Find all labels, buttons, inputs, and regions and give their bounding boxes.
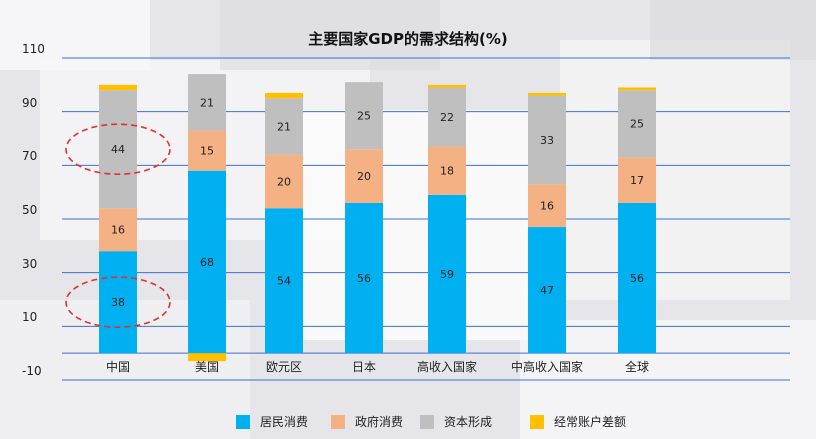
data-label: 54 <box>277 275 291 288</box>
data-label: 56 <box>357 272 371 285</box>
x-tick-label: 中高收入国家 <box>510 360 583 374</box>
data-label: 22 <box>440 111 454 124</box>
bar-segment <box>528 227 566 354</box>
x-tick-label: 美国 <box>194 360 219 374</box>
data-label: 16 <box>111 224 125 237</box>
bar-segment <box>528 95 566 185</box>
data-label: 44 <box>111 143 125 156</box>
data-label: 20 <box>277 175 291 188</box>
bar-segment <box>428 146 466 195</box>
data-label: 59 <box>440 268 454 281</box>
y-tick-label: 50 <box>22 203 38 217</box>
bar-segment <box>345 149 383 203</box>
legend-item: 经常账户差额 <box>530 413 626 430</box>
x-tick-label: 日本 <box>351 360 376 374</box>
legend-swatch <box>331 414 345 429</box>
x-tick-label: 高收入国家 <box>416 360 477 374</box>
bar-segment <box>99 208 137 252</box>
bar-segment <box>188 130 226 171</box>
data-label: 21 <box>200 96 214 109</box>
bar-segment <box>99 84 137 91</box>
bar-segment <box>99 251 137 354</box>
y-tick-label: 70 <box>22 149 38 164</box>
bar-segment <box>265 92 303 99</box>
bar-segment <box>528 92 566 96</box>
data-labels: 38 16 44 68 15 21 54 20 21 56 20 25 59 18 22 47 16 33 56 17… <box>111 96 644 309</box>
data-label: 25 <box>630 118 644 131</box>
data-label: 18 <box>440 165 454 178</box>
data-label: 21 <box>277 120 291 133</box>
bar-segment <box>345 202 383 354</box>
x-tick-label: 全球 <box>624 360 649 374</box>
bar-segment <box>265 154 303 209</box>
legend-item: 居民消费 <box>236 413 308 430</box>
legend-item: 资本形成 <box>420 413 492 430</box>
bar-segment <box>618 157 656 203</box>
x-tick-label: 欧元区 <box>265 360 302 374</box>
bar-segment <box>618 202 656 354</box>
bar-segment <box>188 74 226 131</box>
legend-swatch <box>420 414 434 429</box>
annotations <box>65 123 171 328</box>
annotation-ellipse <box>65 276 171 328</box>
data-label: 25 <box>357 110 371 123</box>
legend-label: 资本形成 <box>444 415 493 429</box>
annotation-ellipse <box>65 123 171 176</box>
data-label: 33 <box>540 134 554 147</box>
bar-segment <box>428 194 466 354</box>
bar-segment <box>618 90 656 158</box>
y-tick-label: 10 <box>22 310 38 325</box>
bar-segment <box>265 98 303 155</box>
bar-segment <box>345 82 383 150</box>
legend: 居民消费 政府消费 资本形成 经常账户差额 <box>0 413 816 433</box>
bar-segment <box>265 208 303 354</box>
legend-item: 政府消费 <box>331 413 403 430</box>
legend-label: 经常账户差额 <box>554 415 627 429</box>
x-tick-label: 中国 <box>105 360 130 374</box>
chart-title: 主要国家GDP的需求结构(%) <box>308 30 508 48</box>
data-label: 56 <box>630 272 644 285</box>
bars <box>99 74 656 362</box>
y-tick-label: 90 <box>22 95 38 110</box>
data-label: 17 <box>630 174 644 187</box>
bar-segment <box>99 90 137 209</box>
bar-segment <box>528 184 566 228</box>
bar-segment <box>188 170 226 354</box>
y-tick-label: -10 <box>22 364 42 378</box>
gridlines <box>62 57 790 381</box>
data-label: 47 <box>540 284 554 297</box>
legend-label: 政府消费 <box>355 415 404 429</box>
legend-swatch <box>236 414 250 429</box>
y-tick-label: 110 <box>22 42 45 56</box>
legend-label: 居民消费 <box>260 415 309 429</box>
data-label: 15 <box>200 145 214 158</box>
bar-segment <box>188 353 226 362</box>
bar-segment <box>618 87 656 91</box>
data-label: 20 <box>357 170 371 183</box>
bar-segment <box>428 84 466 88</box>
bar-segment <box>428 87 466 147</box>
data-label: 16 <box>540 200 554 213</box>
y-tick-label: 30 <box>22 256 38 271</box>
legend-swatch <box>530 414 544 429</box>
data-label: 68 <box>200 256 214 269</box>
data-label: 38 <box>111 296 125 309</box>
